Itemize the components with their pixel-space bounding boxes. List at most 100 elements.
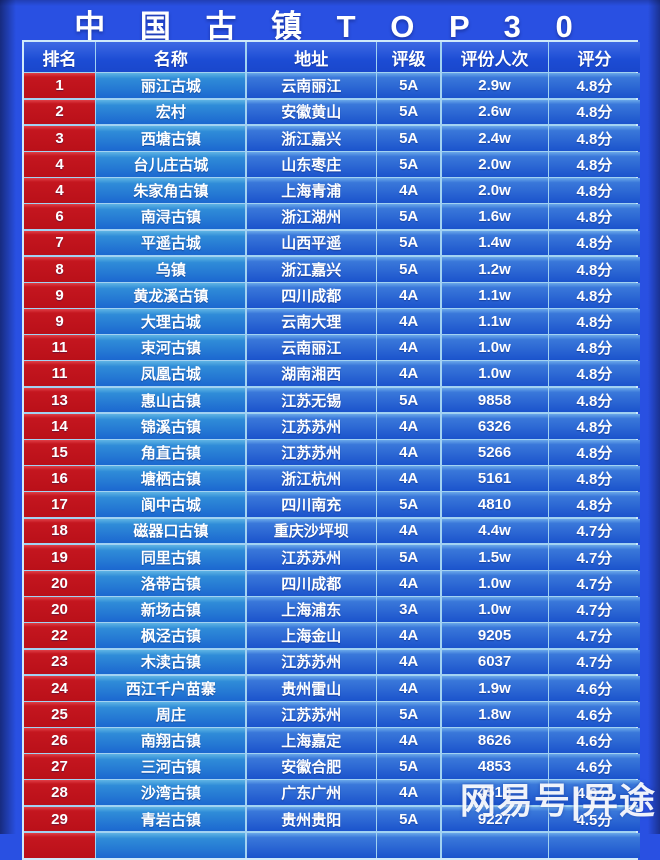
cell-score: 4.6分 (548, 754, 640, 780)
table-row: 25 周庄 江苏苏州 5A 1.8w 4.6分 (24, 701, 640, 727)
cell-rank: 19 (24, 544, 95, 570)
cell-score: 4.6分 (548, 780, 640, 806)
cell-rank: 11 (24, 361, 95, 387)
cell-score: 4.8分 (548, 204, 640, 230)
cell-address (246, 832, 376, 858)
cell-address: 安徽合肥 (246, 754, 376, 780)
cell-rank: 8 (24, 256, 95, 282)
cell-rank: 23 (24, 649, 95, 675)
table-row: 6 南浔古镇 浙江湖州 5A 1.6w 4.8分 (24, 204, 640, 230)
cell-rating: 4A (377, 623, 441, 649)
cell-review-count: 4810 (441, 492, 548, 518)
cell-rank: 28 (24, 780, 95, 806)
table-row: 29 青岩古镇 贵州贵阳 5A 9227 4.5分 (24, 806, 640, 832)
cell-rating: 4A (377, 649, 441, 675)
table-row: 11 束河古镇 云南丽江 4A 1.0w 4.8分 (24, 335, 640, 361)
cell-rating: 4A (377, 309, 441, 334)
cell-rank: 14 (24, 413, 95, 439)
table-row: 11 凤凰古城 湖南湘西 4A 1.0w 4.8分 (24, 361, 640, 387)
cell-rating: 5A (377, 204, 441, 230)
cell-name: 惠山古镇 (96, 387, 246, 413)
cell-rating: 4A (377, 335, 441, 361)
cell-rating: 5A (377, 99, 441, 125)
cell-name: 枫泾古镇 (96, 623, 246, 649)
cell-address: 四川成都 (246, 282, 376, 308)
cell-score: 4.6分 (548, 675, 640, 701)
cell-score: 4.5分 (548, 806, 640, 832)
cell-review-count: 1.9w (441, 675, 548, 701)
cell-rank: 2 (24, 99, 95, 125)
cell-rank: 3 (24, 125, 95, 151)
cell-rating: 4A (377, 675, 441, 701)
cell-rating: 4A (377, 728, 441, 753)
cell-score: 4.7分 (548, 544, 640, 570)
cell-rank: 26 (24, 728, 95, 753)
cell-score: 4.8分 (548, 282, 640, 308)
cell-rank: 29 (24, 806, 95, 832)
cell-score: 4.8分 (548, 125, 640, 151)
page-title: 中 国 古 镇 T O P 3 0 (74, 9, 586, 44)
cell-name: 南翔古镇 (96, 728, 246, 753)
cell-address: 云南丽江 (246, 73, 376, 99)
table-row: 23 木渎古镇 江苏苏州 4A 6037 4.7分 (24, 649, 640, 675)
cell-review-count: 2.0w (441, 178, 548, 203)
cell-address: 江苏苏州 (246, 701, 376, 727)
table-row: 22 枫泾古镇 上海金山 4A 9205 4.7分 (24, 623, 640, 649)
cell-address: 江苏无锡 (246, 387, 376, 413)
cell-rating: 5A (377, 151, 441, 177)
cell-score: 4.8分 (548, 387, 640, 413)
cell-review-count: 1.0w (441, 361, 548, 387)
cell-review-count: 1.5w (441, 544, 548, 570)
cell-rating: 4A (377, 518, 441, 544)
cell-name: 塘栖古镇 (96, 466, 246, 491)
cell-address: 四川南充 (246, 492, 376, 518)
table-row: 17 阆中古城 四川南充 5A 4810 4.8分 (24, 492, 640, 518)
cell-score: 4.7分 (548, 570, 640, 596)
cell-score: 4.8分 (548, 256, 640, 282)
cell-name: 朱家角古镇 (96, 178, 246, 203)
cell-review-count: 9227 (441, 806, 548, 832)
cell-name: 沙湾古镇 (96, 780, 246, 806)
cell-name: 平遥古城 (96, 230, 246, 256)
cell-score: 4.7分 (548, 623, 640, 649)
cell-rating: 4A (377, 282, 441, 308)
table-row: 26 南翔古镇 上海嘉定 4A 8626 4.6分 (24, 728, 640, 753)
cell-score: 4.8分 (548, 361, 640, 387)
cell-address: 广东广州 (246, 780, 376, 806)
cell-rating: 5A (377, 73, 441, 99)
cell-rank: 9 (24, 282, 95, 308)
cell-rank: 13 (24, 387, 95, 413)
cell-address: 浙江嘉兴 (246, 125, 376, 151)
cell-rating: 4A (377, 570, 441, 596)
cell-review-count: 1.1w (441, 282, 548, 308)
cell-name: 同里古镇 (96, 544, 246, 570)
cell-review-count: 4513 (441, 780, 548, 806)
cell-rank: 7 (24, 230, 95, 256)
cell-review-count: 1.1w (441, 309, 548, 334)
table-row: 16 塘栖古镇 浙江杭州 4A 5161 4.8分 (24, 466, 640, 491)
cell-review-count: 9858 (441, 387, 548, 413)
cell-review-count: 1.2w (441, 256, 548, 282)
table-header-row: 排名 名称 地址 评级 评份人次 评分 (24, 42, 640, 72)
table-row: 20 洛带古镇 四川成都 4A 1.0w 4.7分 (24, 570, 640, 596)
cell-address: 山西平遥 (246, 230, 376, 256)
cell-rating: 4A (377, 178, 441, 203)
cell-review-count: 2.6w (441, 99, 548, 125)
cell-address: 浙江湖州 (246, 204, 376, 230)
cell-review-count: 1.6w (441, 204, 548, 230)
table-row: 3 西塘古镇 浙江嘉兴 5A 2.4w 4.8分 (24, 125, 640, 151)
cell-review-count: 9205 (441, 623, 548, 649)
cell-address: 江苏苏州 (246, 544, 376, 570)
cell-name: 角直古镇 (96, 440, 246, 465)
cell-name: 台儿庄古城 (96, 151, 246, 177)
cell-address: 上海嘉定 (246, 728, 376, 753)
cell-score: 4.8分 (548, 178, 640, 203)
cell-address: 上海青浦 (246, 178, 376, 203)
cell-address: 浙江杭州 (246, 466, 376, 491)
cell-review-count (441, 832, 548, 858)
cell-score: 4.8分 (548, 466, 640, 491)
cell-rank: 20 (24, 597, 95, 622)
cell-review-count: 5161 (441, 466, 548, 491)
cell-rating: 5A (377, 230, 441, 256)
cell-name: 黄龙溪古镇 (96, 282, 246, 308)
